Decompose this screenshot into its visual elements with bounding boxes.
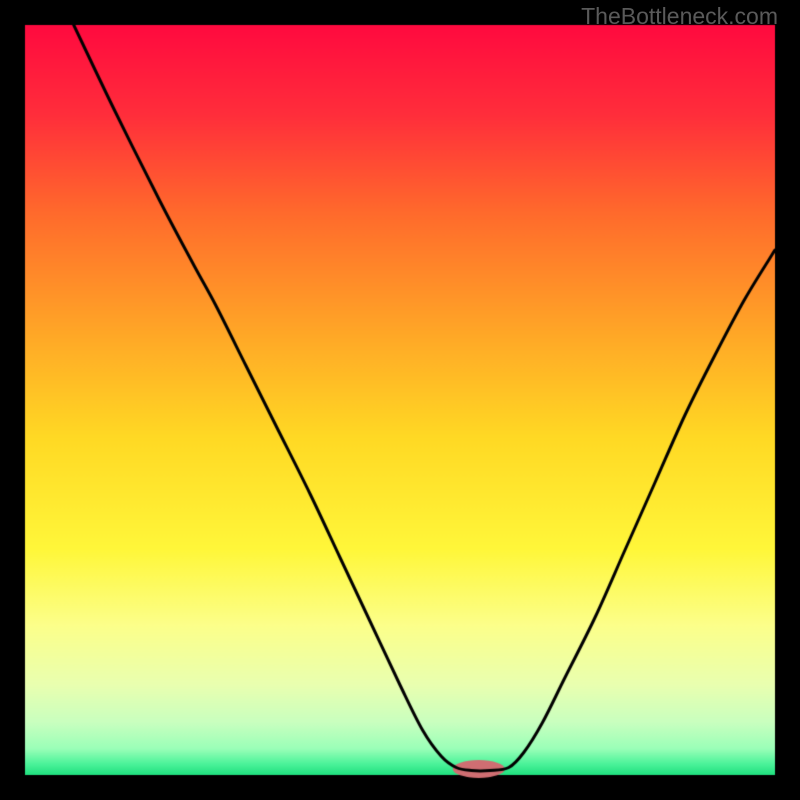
bottleneck-curve-chart	[0, 0, 800, 800]
watermark-text: TheBottleneck.com	[581, 3, 778, 30]
chart-root: TheBottleneck.com	[0, 0, 800, 800]
